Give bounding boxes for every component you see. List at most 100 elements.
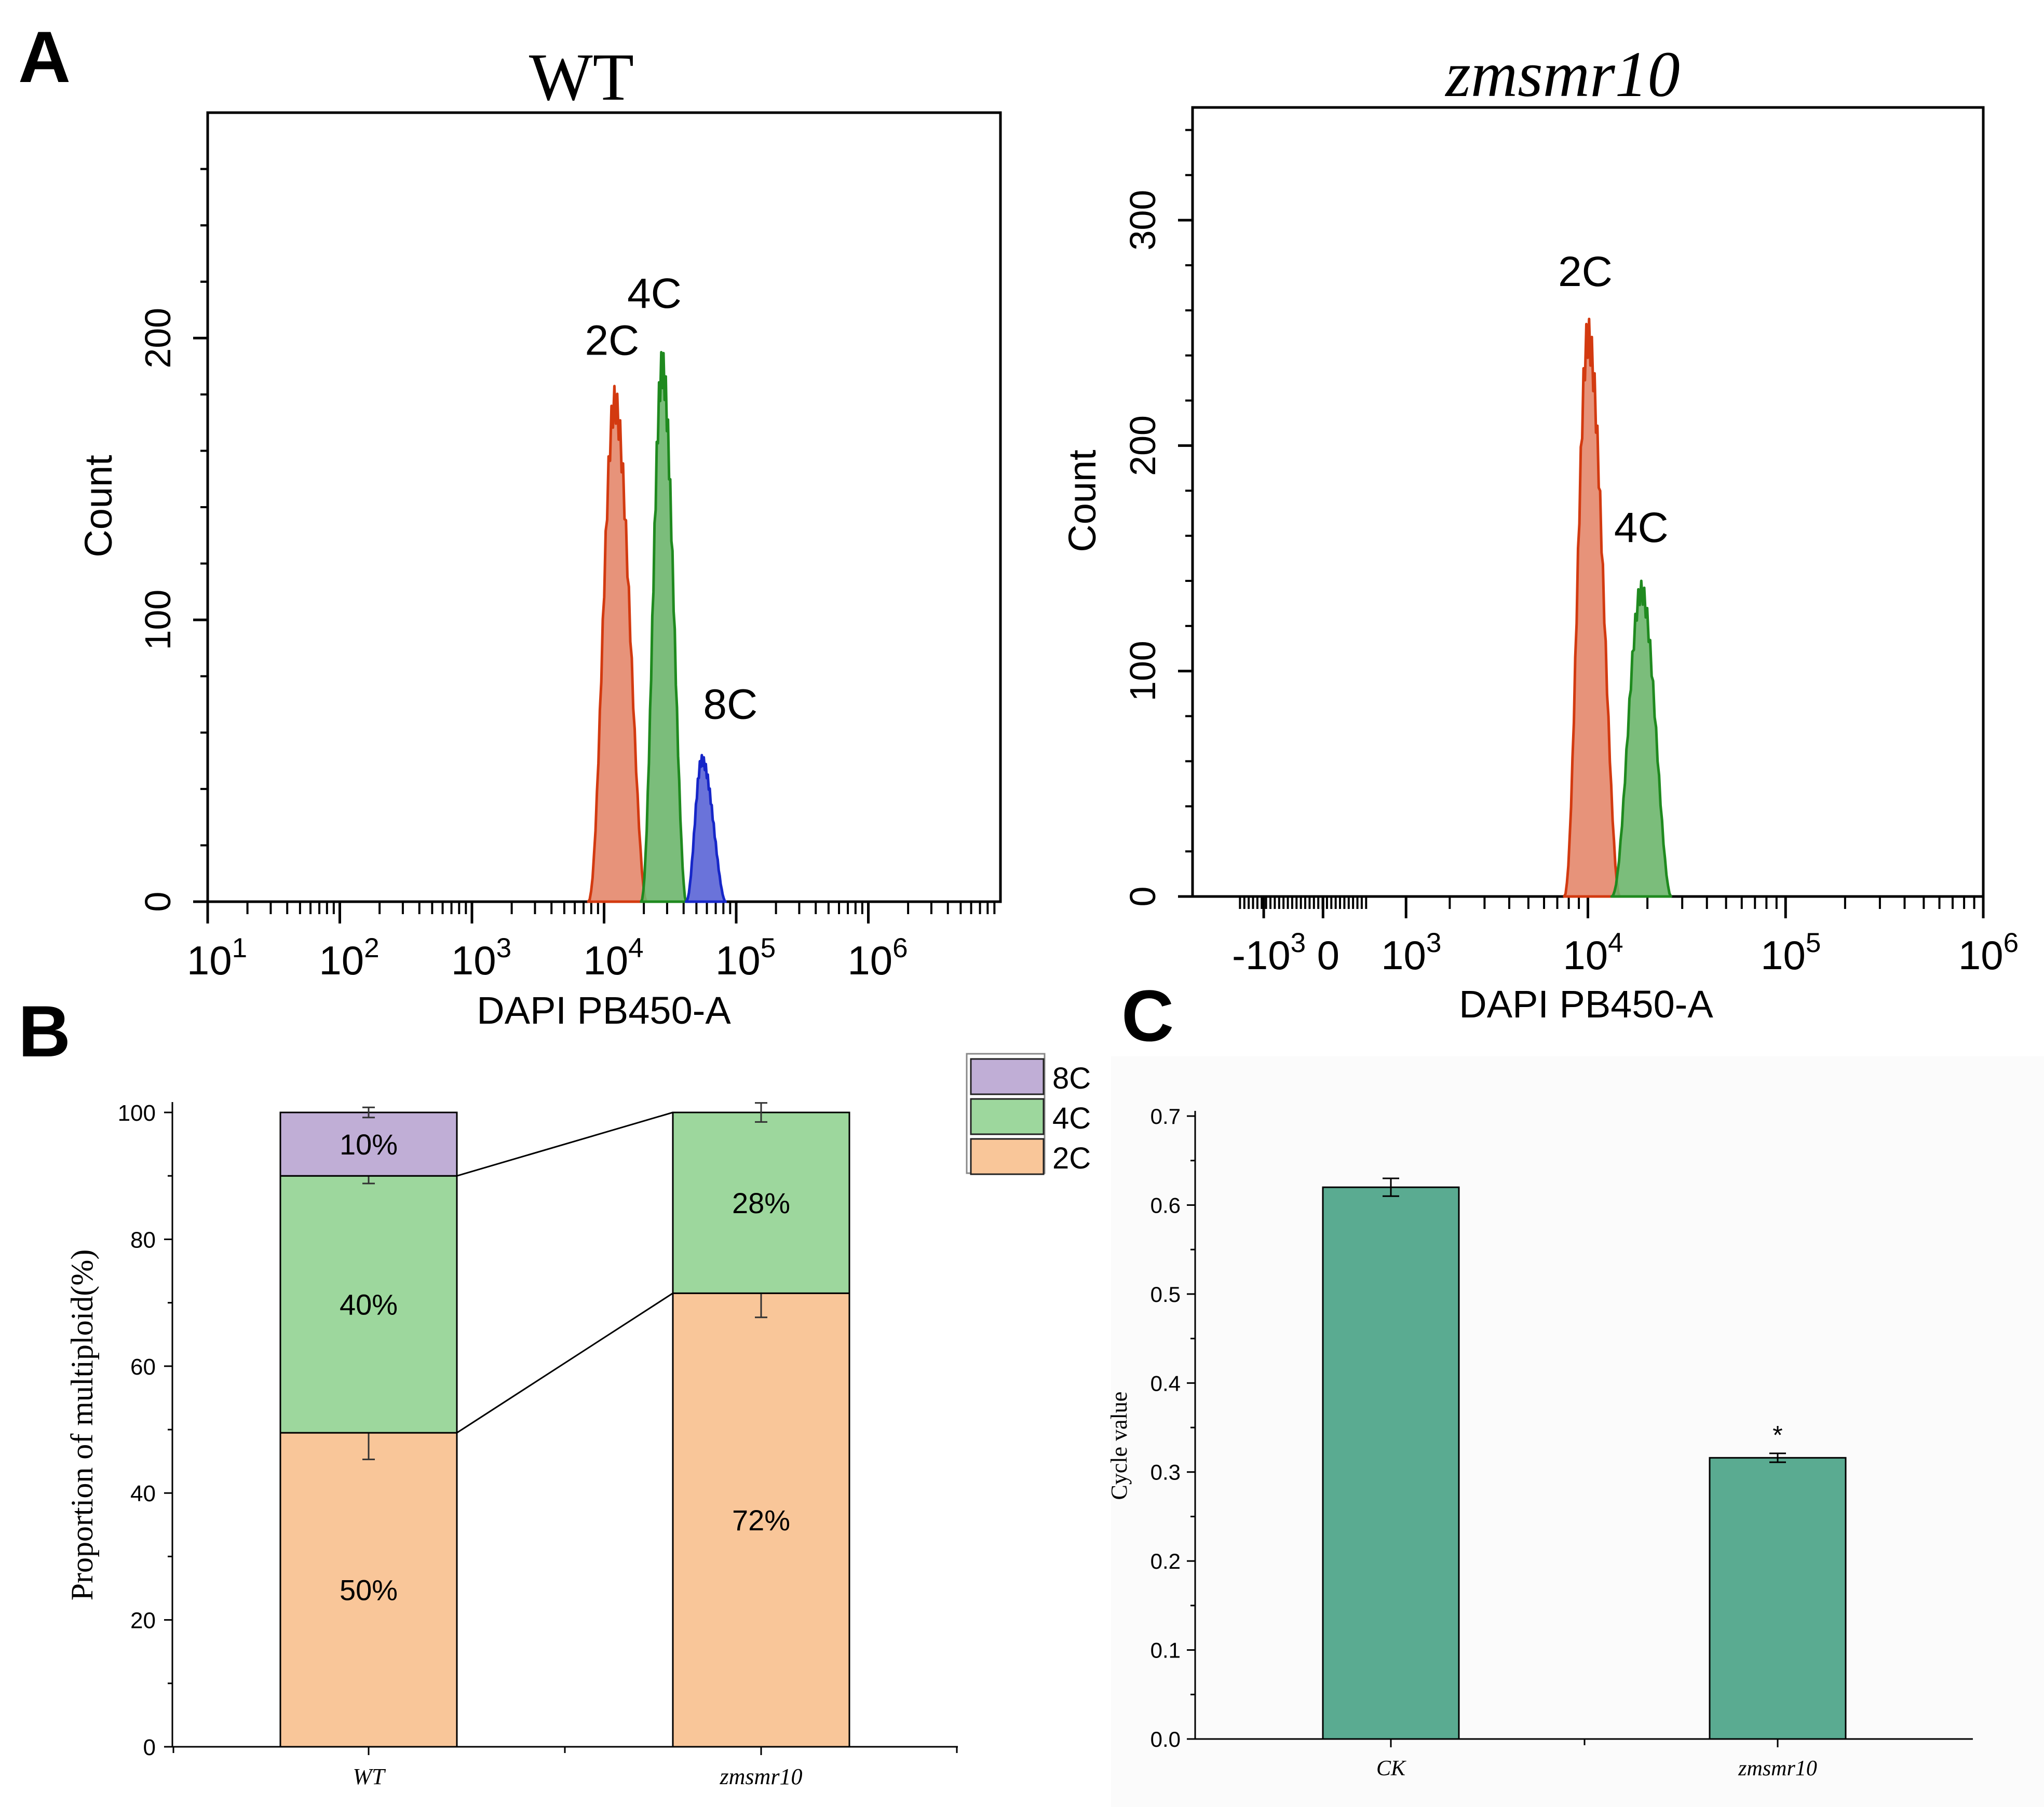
- panel-label-a: A: [18, 16, 71, 98]
- segment-label: 28%: [732, 1187, 790, 1219]
- x-tick-label-base: 0: [1317, 932, 1339, 978]
- y-axis-label: Cycle value: [1106, 1392, 1132, 1500]
- segment-label: 72%: [732, 1504, 790, 1537]
- y-tick-label: 100: [138, 590, 178, 650]
- x-tick-label: 103: [451, 933, 511, 983]
- y-tick-label: 20: [130, 1608, 156, 1634]
- significance-marker: *: [1772, 1421, 1782, 1450]
- y-axis-label: Count: [1061, 450, 1104, 552]
- x-tick-label: -103: [1232, 928, 1306, 978]
- x-tick-label-exponent: 5: [761, 933, 776, 963]
- stacked-bar-segment-4c: [672, 1111, 850, 1294]
- connector-line: [456, 1293, 673, 1434]
- y-tick-label: 0.4: [1150, 1371, 1181, 1395]
- x-tick-label: zmsmr10: [1738, 1757, 1817, 1781]
- x-tick-label-base: 10: [1958, 932, 2004, 978]
- stacked-bar-segment-2c: [279, 1432, 458, 1748]
- segment-label: 50%: [340, 1574, 398, 1607]
- x-tick-label-exponent: 2: [364, 933, 380, 963]
- x-tick-label-base: 10: [319, 938, 364, 983]
- y-tick-label: 0.7: [1150, 1104, 1181, 1129]
- x-tick-label-exponent: 1: [232, 933, 248, 963]
- x-tick-label-base: 10: [715, 938, 761, 983]
- y-tick-label: 200: [1122, 415, 1163, 476]
- y-tick-label: 300: [1122, 190, 1163, 251]
- x-tick-label: 102: [319, 933, 379, 983]
- chart-background: [1111, 1056, 2044, 1807]
- y-tick-label: 0.0: [1150, 1727, 1181, 1751]
- peak-label: 4C: [1614, 504, 1669, 551]
- y-tick-label: 0: [1122, 887, 1163, 907]
- stacked-bar-chart: 50% 40% 10% 72% 28% 0 20 40 60 80 100 WT zmsmr10 Pr…: [65, 1053, 1091, 1789]
- x-tick-label: 101: [187, 933, 247, 983]
- y-tick-label: 100: [118, 1100, 156, 1126]
- x-tick-label-base: 10: [1563, 932, 1608, 978]
- legend-label-8c: 8C: [1052, 1062, 1091, 1095]
- histogram-peak-4c: [640, 351, 687, 903]
- histogram-peak-2c: [1563, 317, 1621, 898]
- y-tick-label: 200: [138, 308, 178, 369]
- legend: 8C 4C 2C: [966, 1053, 1091, 1175]
- bar-ck: [1322, 1186, 1460, 1740]
- x-tick-label: WT: [353, 1764, 386, 1789]
- peak-label: 2C: [585, 317, 639, 364]
- legend-swatch-8c: [970, 1058, 1045, 1095]
- y-tick-label: 0: [138, 892, 178, 912]
- panel-label-c: C: [1121, 975, 1174, 1056]
- x-tick-label: 106: [847, 933, 908, 983]
- segment-label: 40%: [340, 1288, 398, 1321]
- y-tick-label: 80: [130, 1227, 156, 1253]
- x-tick-label: CK: [1376, 1757, 1406, 1781]
- panel-label-b: B: [18, 990, 71, 1072]
- y-tick-label: 0: [143, 1735, 156, 1760]
- connector-line: [456, 1111, 673, 1177]
- legend-swatch-2c: [970, 1138, 1045, 1175]
- x-tick-label-base: 10: [1761, 932, 1806, 978]
- x-axis-label: DAPI PB450-A: [1459, 983, 1713, 1026]
- stacked-bar-segment-8c: [279, 1111, 458, 1177]
- x-tick-label-base: 10: [1381, 932, 1426, 978]
- y-tick-label: 40: [130, 1481, 156, 1506]
- x-tick-label: zmsmr10: [720, 1764, 803, 1789]
- y-tick-label: 0.1: [1150, 1638, 1181, 1663]
- x-tick-label: 0: [1317, 932, 1339, 978]
- legend-label-4c: 4C: [1052, 1102, 1091, 1135]
- x-tick-label-base: 10: [451, 938, 496, 983]
- x-tick-label-base: 10: [847, 938, 892, 983]
- x-tick-label-exponent: 3: [496, 933, 512, 963]
- x-tick-label-exponent: 6: [892, 933, 908, 963]
- peak-label: 4C: [627, 270, 682, 317]
- histogram-peak-8c: [684, 754, 727, 903]
- x-axis-label: DAPI PB450-A: [477, 989, 731, 1032]
- y-axis-label: Count: [77, 455, 120, 558]
- x-tick-label: 105: [1761, 928, 1821, 978]
- cycle-value-chart: * 0.0 0.1 0.2 0.3 0.4 0.5 0.6 0.7 CK zmsmr10 Cycl…: [1106, 1056, 2044, 1807]
- x-tick-label-base: -10: [1232, 932, 1291, 978]
- histogram-peak-4c: [1610, 579, 1672, 898]
- bar-zmsmr10: [1709, 1457, 1847, 1740]
- legend-label-2c: 2C: [1052, 1142, 1091, 1175]
- histogram-title: zmsmr10: [1444, 39, 1680, 111]
- x-tick-label-exponent: 3: [1291, 928, 1306, 958]
- x-tick-label-exponent: 5: [1806, 928, 1821, 958]
- x-tick-label: 103: [1381, 928, 1441, 978]
- y-tick-label: 0.5: [1150, 1282, 1181, 1307]
- x-tick-label: 104: [1563, 928, 1623, 978]
- y-tick-label: 0.3: [1150, 1460, 1181, 1485]
- x-tick-label-base: 10: [583, 938, 628, 983]
- x-tick-label-exponent: 3: [1426, 928, 1442, 958]
- legend-swatch-4c: [970, 1098, 1045, 1135]
- segment-label: 10%: [340, 1128, 398, 1161]
- y-tick-label: 60: [130, 1354, 156, 1380]
- y-tick-label: 100: [1122, 641, 1163, 701]
- stacked-bar-segment-4c: [279, 1175, 458, 1434]
- y-tick-label: 0.2: [1150, 1549, 1181, 1573]
- x-tick-label: 104: [583, 933, 643, 983]
- y-tick-label: 0.6: [1150, 1193, 1181, 1217]
- y-axis-label: Proportion of multiploid(%): [65, 1249, 99, 1601]
- peak-label: 8C: [703, 681, 757, 728]
- x-tick-label-exponent: 6: [2004, 928, 2019, 958]
